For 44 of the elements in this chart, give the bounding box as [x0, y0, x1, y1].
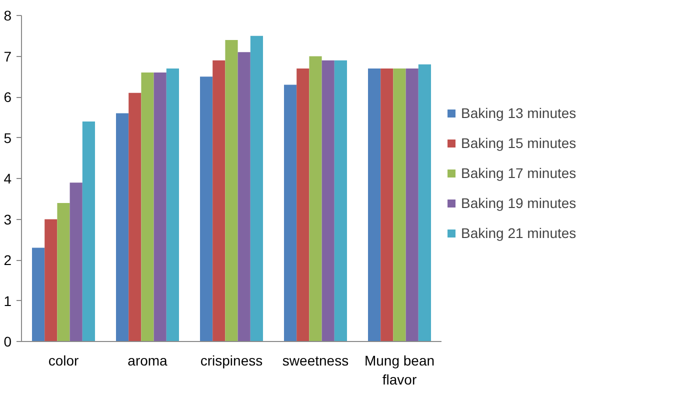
legend-label: Baking 15 minutes	[461, 135, 576, 151]
bar	[128, 92, 142, 342]
bar	[154, 72, 166, 342]
bar	[57, 202, 70, 342]
y-tick-label: 4	[4, 170, 12, 186]
bar	[200, 76, 213, 342]
legend-label: Baking 19 minutes	[461, 195, 576, 211]
bar	[250, 36, 263, 342]
bar	[32, 248, 45, 342]
bar	[322, 60, 334, 342]
bar	[393, 68, 406, 342]
legend-label: Baking 21 minutes	[461, 225, 576, 241]
bar	[418, 64, 431, 342]
bar	[44, 219, 58, 342]
legend-label: Baking 17 minutes	[461, 165, 576, 181]
bar	[82, 121, 95, 342]
bar	[225, 40, 238, 342]
bar	[116, 113, 129, 342]
x-tick-label: aroma	[128, 352, 168, 368]
legend-label: Baking 13 minutes	[461, 105, 576, 121]
bar	[368, 68, 381, 342]
bar	[166, 68, 179, 342]
y-tick-label: 8	[4, 8, 12, 24]
bar	[212, 60, 226, 342]
x-tick-label: crispiness	[200, 352, 263, 368]
x-tick-label: sweetness	[282, 352, 349, 368]
x-tick-label: Mung bean flavor	[364, 352, 435, 388]
bar	[238, 52, 250, 342]
bar	[380, 68, 394, 342]
bar	[309, 56, 322, 342]
bar	[284, 84, 297, 342]
y-tick-label: 6	[4, 89, 12, 105]
y-tick-label: 2	[4, 252, 12, 268]
y-tick-label: 3	[4, 211, 12, 228]
y-tick-label: 0	[4, 334, 12, 350]
bar	[70, 182, 82, 342]
bar	[406, 68, 418, 342]
bar	[334, 60, 347, 342]
y-tick-label: 7	[4, 48, 12, 64]
bar	[141, 72, 154, 342]
x-tick-label: color	[48, 352, 80, 368]
bar	[296, 68, 310, 342]
y-tick-label: 5	[4, 130, 12, 146]
y-tick-label: 1	[4, 292, 12, 309]
